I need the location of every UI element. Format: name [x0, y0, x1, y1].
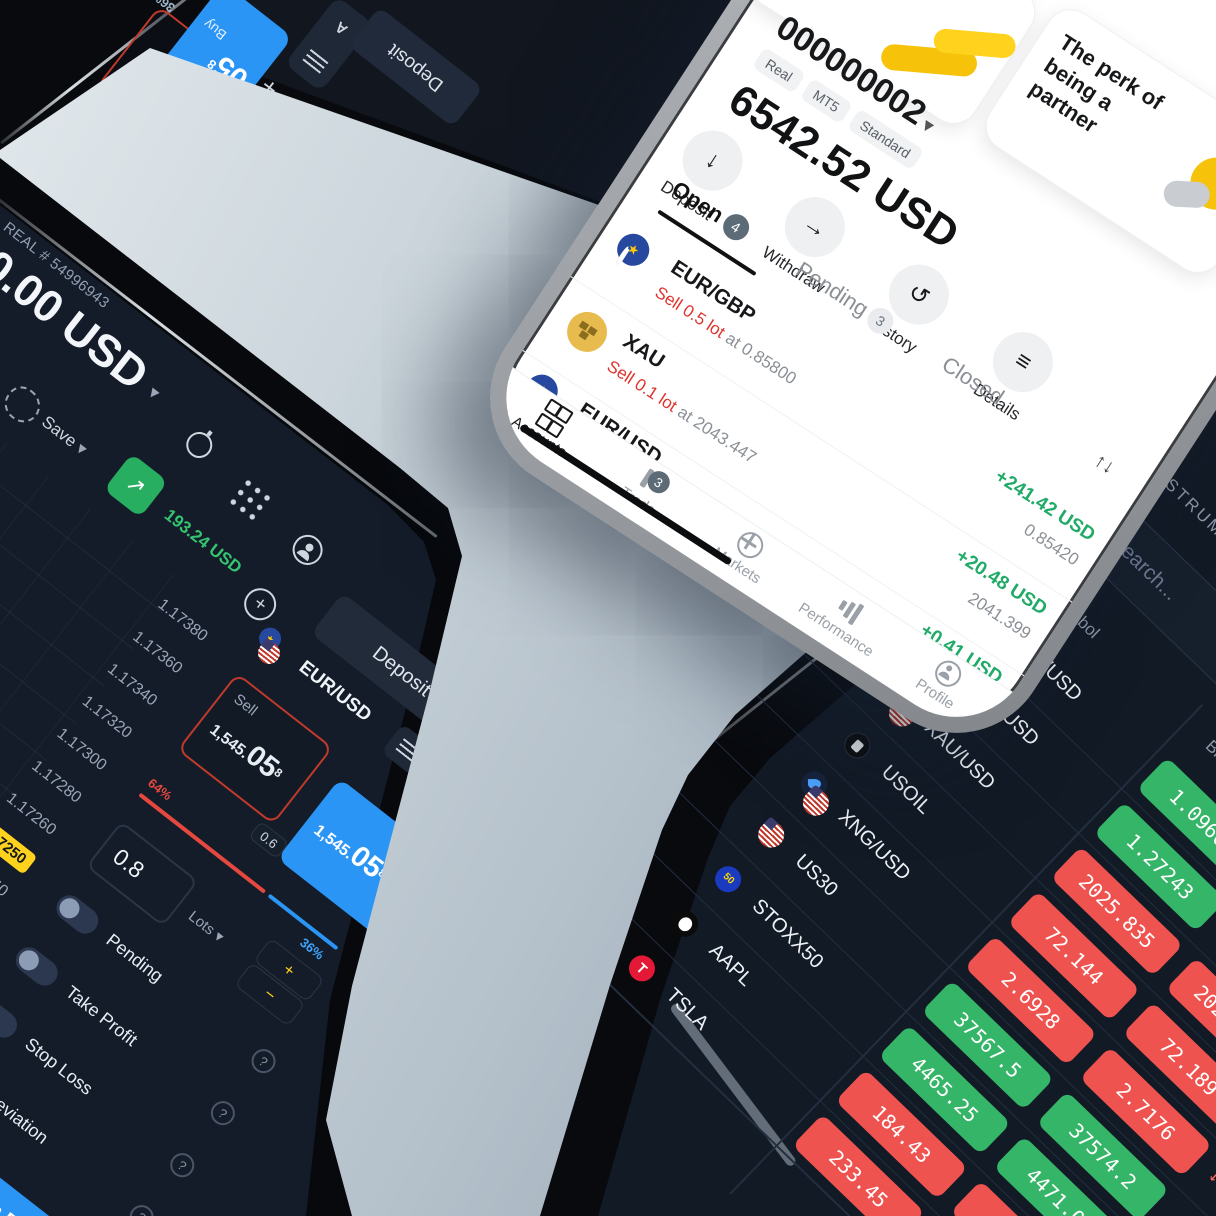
sort-icon[interactable]: ↑↓: [1090, 449, 1119, 479]
arrow-up-right-icon: ↗: [121, 469, 152, 501]
us-flag-icon: [752, 816, 790, 854]
stoxx50-icon: 50: [709, 860, 747, 898]
stop-loss-label: Stop Loss: [21, 1033, 97, 1099]
chevron-down-icon: ▾: [144, 382, 164, 404]
pending-label: Pending: [102, 929, 167, 987]
help-icon[interactable]: ?: [165, 1148, 200, 1183]
symbol-label: US30: [790, 850, 843, 901]
support-icon[interactable]: [282, 525, 333, 576]
axis-tick: 1.17320: [78, 692, 135, 742]
pending-toggle[interactable]: [51, 890, 104, 939]
add-instrument-icon[interactable]: +: [460, 785, 491, 819]
axis-tick: 1.17380: [154, 595, 211, 645]
take-profit-toggle[interactable]: [10, 942, 63, 991]
apps-grid-icon[interactable]: [226, 474, 274, 523]
symbol-label: AAPL: [704, 939, 757, 991]
oil-icon: [838, 727, 876, 764]
partner-hand-icon: [1163, 180, 1211, 209]
gold-icon: [559, 304, 615, 360]
axis-tick: 1.17340: [104, 660, 161, 710]
chevron-down-icon: ▾: [72, 438, 91, 460]
take-profit-label: Take Profit: [61, 981, 142, 1050]
save-button[interactable]: Save ▾: [38, 412, 91, 460]
deviation-label: Deviation: [0, 1085, 53, 1148]
buy-button[interactable]: Buy 1,545.058: [277, 778, 440, 937]
lot-size-input[interactable]: 0.8: [85, 820, 199, 927]
sliders-icon[interactable]: [302, 49, 329, 74]
buy-trend-button[interactable]: ↗: [103, 453, 169, 518]
chevron-down-icon: ▾: [917, 114, 938, 139]
apple-icon: [666, 905, 704, 943]
help-icon[interactable]: ?: [124, 1200, 159, 1216]
lasso-select-icon[interactable]: [0, 380, 48, 430]
tesla-icon: T: [623, 950, 661, 987]
chevron-down-icon: ▾: [210, 927, 228, 946]
axis-tick: 1.17260: [3, 789, 60, 839]
arrow-right-circle-icon: →: [797, 208, 833, 245]
axis-tick: 1.17300: [53, 725, 110, 775]
banner-title: The perk of being a partner: [1024, 29, 1168, 138]
axis-tick: 1.17280: [28, 757, 85, 807]
column-header-bid[interactable]: Bid: [1201, 736, 1216, 768]
sell-button[interactable]: Sell 1,545.058: [176, 672, 334, 825]
list-icon: ≡: [1009, 346, 1037, 377]
arrow-down-circle-icon: ↓: [700, 145, 726, 175]
timer-icon[interactable]: [174, 420, 225, 471]
symbol-label: TSLA: [661, 984, 713, 1035]
change-percent: ↓4.1%: [1203, 1164, 1216, 1216]
open-count-badge: 4: [717, 209, 754, 245]
floating-profit: 193.24 USD: [160, 505, 246, 578]
auto-trade-icon[interactable]: A: [415, 750, 462, 804]
symbol-flags: ★: [250, 623, 302, 675]
axis-tick: 1.17360: [129, 628, 186, 678]
sliders-icon[interactable]: [380, 723, 435, 777]
eu-flag-icon: ★: [608, 224, 659, 275]
lots-selector[interactable]: Lots ▾: [185, 907, 228, 946]
help-icon[interactable]: ?: [206, 1096, 240, 1131]
zoom-in-icon[interactable]: +: [237, 581, 283, 627]
auto-trade-icon[interactable]: A: [332, 17, 352, 38]
stop-loss-toggle[interactable]: [0, 994, 23, 1043]
history-icon: ↺: [903, 277, 935, 312]
help-icon[interactable]: ?: [246, 1044, 281, 1079]
